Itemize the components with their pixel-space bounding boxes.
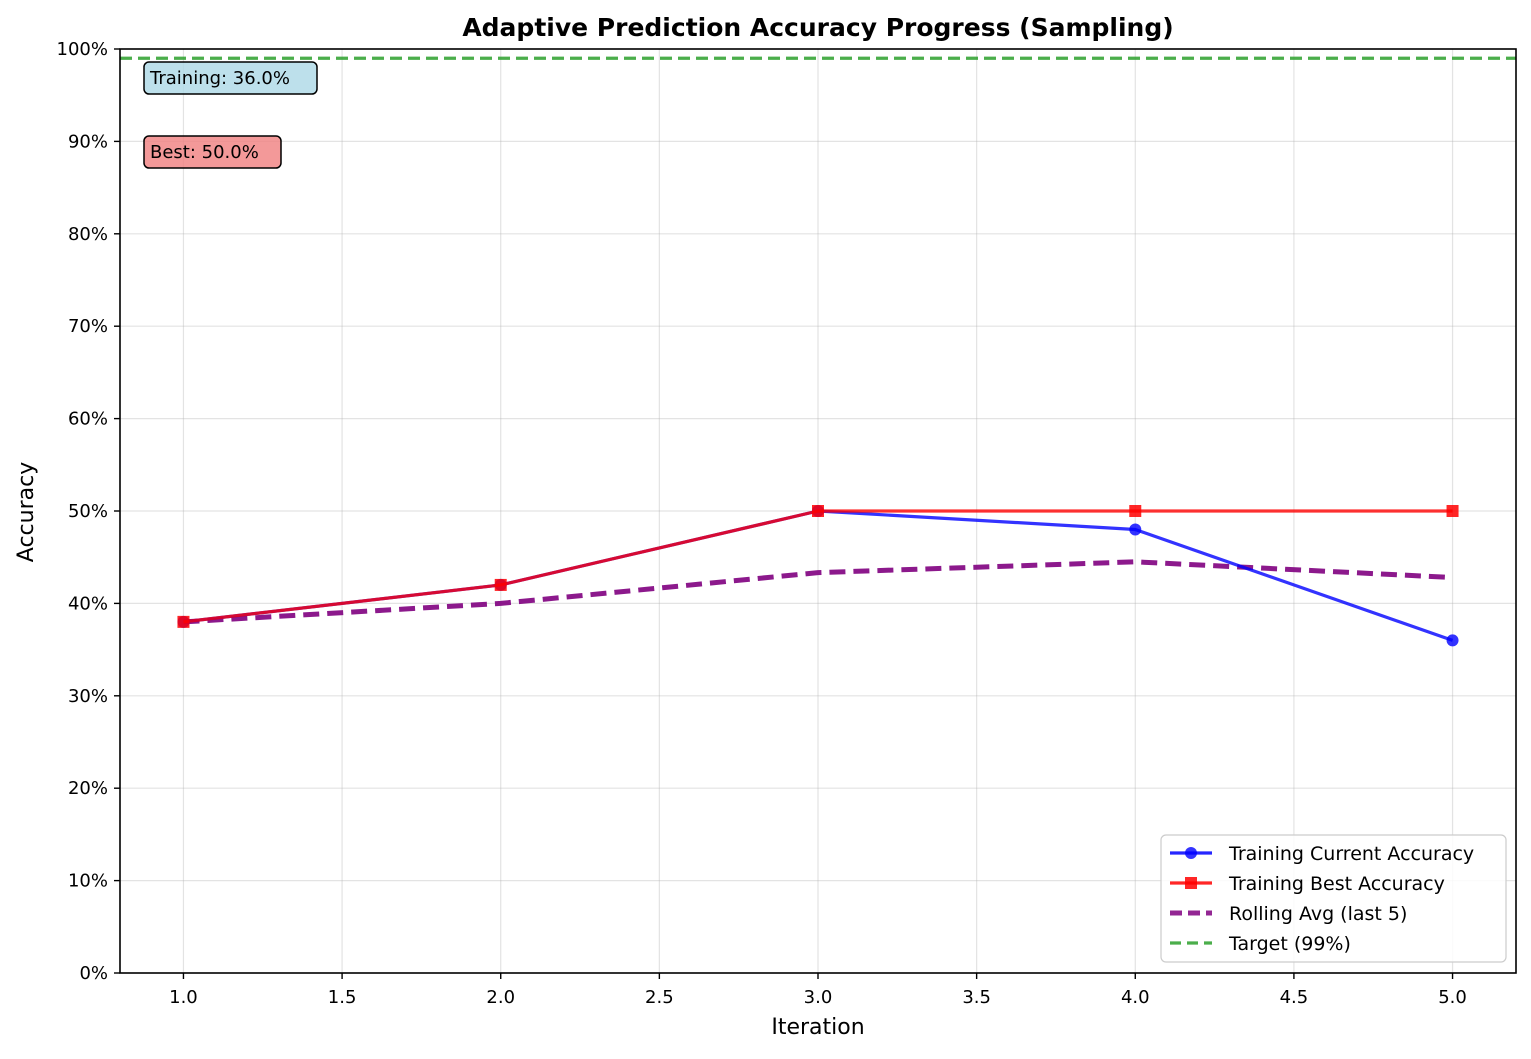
y-tick-label: 80%: [68, 224, 108, 245]
data-point: [1446, 634, 1459, 647]
x-tick-label: 3.0: [804, 987, 833, 1008]
y-tick-label: 70%: [68, 316, 108, 337]
legend-label: Training Best Accuracy: [1228, 873, 1445, 895]
data-point: [1129, 505, 1142, 517]
data-point: [812, 505, 824, 517]
annotation-best-text: Best: 50.0%: [150, 142, 259, 163]
legend-box: [1160, 834, 1507, 963]
x-tick-label: 4.0: [1121, 987, 1150, 1008]
x-tick-label: 5.0: [1438, 987, 1467, 1008]
annotation-training-text: Training: 36.0%: [149, 68, 290, 89]
chart-title: Adaptive Prediction Accuracy Progress (S…: [462, 13, 1173, 42]
x-tick-label: 1.0: [169, 987, 198, 1008]
data-point: [494, 578, 507, 591]
series-layer: [177, 505, 1459, 647]
y-tick-label: 90%: [68, 131, 108, 152]
data-point: [1129, 523, 1142, 536]
x-axis-label: Iteration: [771, 1015, 864, 1040]
legend-label: Rolling Avg (last 5): [1229, 903, 1407, 925]
legend-label: Training Current Accuracy: [1228, 843, 1474, 865]
annotation-best-box: [143, 135, 282, 169]
y-tick-label: 10%: [68, 871, 108, 892]
x-tick-label: 2.5: [645, 987, 674, 1008]
x-axis-ticks: 1.0 1.5 2.0 2.5 3.0 3.5 4.0 4.5 5.0: [169, 973, 1467, 1008]
data-point: [1446, 505, 1459, 517]
y-tick-label: 20%: [68, 778, 108, 799]
legend: Training Current Accuracy Training Best A…: [1160, 834, 1507, 963]
x-tick-label: 2.0: [486, 987, 515, 1008]
y-tick-label: 50%: [68, 501, 108, 522]
data-point: [177, 615, 190, 628]
y-axis-label: Accuracy: [14, 462, 39, 562]
annotation-training-box: [143, 61, 318, 95]
legend-marker: [1185, 877, 1197, 889]
grid: [120, 48, 1516, 974]
x-tick-label: 4.5: [1280, 987, 1309, 1008]
y-tick-label: 100%: [57, 39, 108, 60]
legend-marker: [1185, 847, 1197, 859]
y-tick-label: 40%: [68, 593, 108, 614]
y-axis-ticks: 0% 10% 20% 30% 40% 50% 60% 70% 80% 90% 100%: [57, 39, 120, 984]
annotations: Training: 36.0% Best: 50.0%: [143, 61, 318, 169]
y-tick-label: 60%: [68, 409, 108, 430]
annotation-training: Training: 36.0%: [143, 61, 318, 95]
y-tick-label: 0%: [79, 963, 108, 984]
x-tick-label: 1.5: [328, 987, 357, 1008]
legend-label: Target (99%): [1228, 933, 1351, 955]
y-tick-label: 30%: [68, 686, 108, 707]
annotation-best: Best: 50.0%: [143, 135, 282, 169]
x-tick-label: 3.5: [962, 987, 991, 1008]
